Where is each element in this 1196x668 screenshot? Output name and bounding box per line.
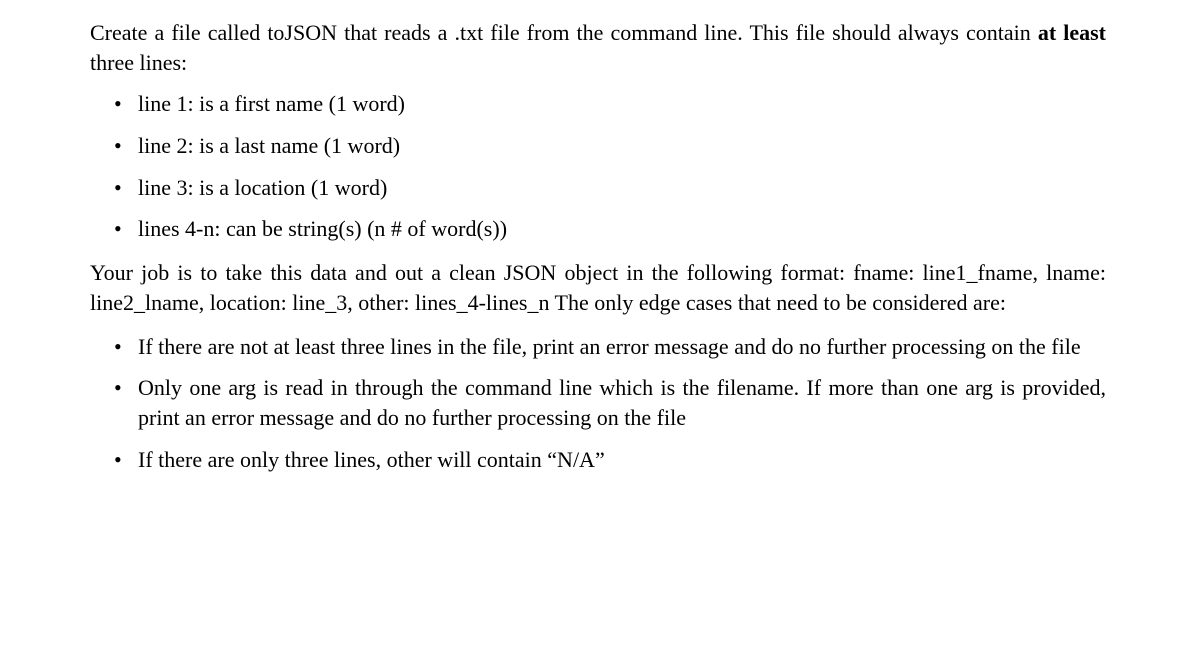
list-item-text: If there are not at least three lines in… [138, 334, 1081, 359]
edge-case-list: If there are not at least three lines in… [90, 332, 1106, 475]
list-item-text: line 2: is a last name (1 word) [138, 133, 400, 158]
list-item: line 2: is a last name (1 word) [138, 131, 1106, 161]
intro-paragraph: Create a file called toJSON that reads a… [90, 18, 1106, 77]
list-item-text: If there are only three lines, other wil… [138, 447, 605, 472]
format-text: Your job is to take this data and out a … [90, 260, 1106, 315]
list-item: lines 4-n: can be string(s) (n # of word… [138, 214, 1106, 244]
intro-text-bold: at least [1038, 20, 1106, 45]
list-item: line 3: is a location (1 word) [138, 173, 1106, 203]
list-item: If there are only three lines, other wil… [138, 445, 1106, 475]
document-page: Create a file called toJSON that reads a… [0, 0, 1196, 508]
intro-text-pre: Create a file called toJSON that reads a… [90, 20, 1038, 45]
list-item: Only one arg is read in through the comm… [138, 373, 1106, 432]
list-item: If there are not at least three lines in… [138, 332, 1106, 362]
list-item-text: lines 4-n: can be string(s) (n # of word… [138, 216, 507, 241]
list-item-text: line 3: is a location (1 word) [138, 175, 387, 200]
list-item: line 1: is a first name (1 word) [138, 89, 1106, 119]
spec-list: line 1: is a first name (1 word) line 2:… [90, 89, 1106, 244]
format-paragraph: Your job is to take this data and out a … [90, 258, 1106, 317]
list-item-text: line 1: is a first name (1 word) [138, 91, 405, 116]
list-item-text: Only one arg is read in through the comm… [138, 375, 1106, 430]
intro-text-post: three lines: [90, 50, 187, 75]
